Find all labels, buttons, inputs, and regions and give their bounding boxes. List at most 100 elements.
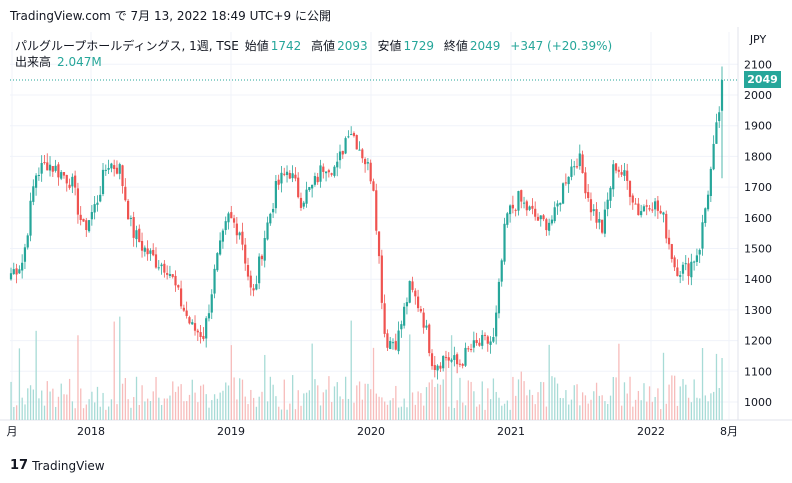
candle-body — [283, 173, 286, 175]
publish-date: 7月 13, 2022 18:49 UTC+9 — [130, 9, 292, 23]
volume-bar — [665, 403, 667, 420]
candle-body — [76, 188, 80, 215]
volume-bar — [598, 395, 601, 420]
volume-bar — [595, 382, 598, 420]
volume-bar — [174, 391, 177, 420]
candle-body — [219, 240, 222, 255]
candle-body — [369, 162, 372, 182]
candle-body — [598, 219, 601, 223]
candle-body — [101, 169, 105, 195]
candle-body — [528, 206, 531, 210]
volume-bar — [300, 405, 302, 420]
candle-body — [341, 150, 344, 155]
high-value: 2093 — [337, 39, 368, 53]
volume-bar — [540, 381, 542, 420]
publisher-brand[interactable]: TradingView.com — [10, 9, 111, 23]
candle-body — [74, 175, 77, 188]
volume-bar — [495, 391, 497, 420]
candle-body — [163, 263, 166, 273]
volume-bar — [24, 404, 26, 420]
candle-body — [534, 208, 537, 217]
volume-bar — [121, 383, 124, 420]
volume-bar — [105, 409, 107, 420]
candle-body — [313, 176, 317, 185]
candle-body — [709, 168, 712, 196]
candle-body — [564, 182, 567, 184]
volume-bar — [718, 388, 720, 420]
candle-body — [467, 348, 470, 350]
volume-bar — [534, 404, 536, 420]
volume-bar — [389, 400, 391, 420]
volume-bar — [690, 402, 693, 420]
volume-bar — [487, 388, 489, 420]
volume-bar — [501, 405, 503, 420]
candle-body — [444, 357, 448, 359]
candle-body — [193, 323, 197, 331]
candle-body — [121, 165, 124, 187]
volume-bar — [13, 406, 15, 420]
candle-body — [667, 237, 671, 245]
candle-body — [430, 353, 434, 367]
candle-body — [508, 205, 512, 215]
volume-bar — [336, 382, 338, 420]
volume-bar — [565, 390, 567, 420]
volume-bar — [453, 407, 456, 420]
candle-body — [308, 187, 311, 191]
volume-bar — [155, 376, 157, 420]
volume-bar — [492, 378, 495, 420]
low-label: 安値 — [377, 39, 402, 53]
candle-body — [207, 313, 211, 319]
candle-body — [695, 255, 699, 262]
volume-bar — [236, 399, 238, 420]
candle-body — [9, 273, 13, 280]
volume-bar — [269, 376, 272, 420]
candle-body — [160, 264, 163, 267]
candle-body — [177, 285, 180, 288]
candlestick-chart[interactable]: 1000 1100 1200 1300 1400 1500 1600 1700 1800 1900… — [0, 27, 792, 447]
volume-bar — [68, 378, 71, 420]
volume-bar — [710, 393, 712, 420]
volume-bar — [241, 379, 244, 420]
volume-bar — [537, 392, 539, 420]
volume-bar — [581, 392, 584, 420]
candle-body — [617, 169, 620, 172]
volume-bar — [186, 401, 188, 420]
currency-label: JPY — [749, 33, 767, 46]
volume-bar — [506, 400, 509, 420]
chart-frame[interactable]: 1000 1100 1200 1300 1400 1500 1600 1700 1800 1900… — [0, 27, 792, 447]
candle-body — [291, 173, 294, 179]
volume-bar — [679, 386, 681, 420]
candle-body — [720, 79, 724, 111]
volume-bar — [512, 376, 514, 420]
volume-bar — [559, 397, 561, 420]
candle-body — [567, 176, 570, 185]
candle-body — [559, 202, 562, 205]
candle-body — [478, 342, 481, 346]
candle-body — [196, 330, 199, 333]
volume-bar — [266, 401, 269, 420]
candle-body — [628, 180, 632, 197]
candle-body — [684, 263, 687, 265]
candle-body — [157, 267, 160, 269]
candle-body — [62, 172, 66, 176]
volume-bar — [244, 396, 246, 420]
volume-bar — [531, 394, 534, 420]
candle-body — [640, 211, 643, 216]
volume-bar — [481, 381, 483, 420]
footer-logo[interactable]: 17 TradingView — [10, 458, 105, 473]
candle-body — [23, 247, 27, 262]
candle-body — [400, 324, 403, 330]
candle-body — [60, 172, 63, 179]
candle-body — [90, 212, 93, 220]
candle-body — [266, 222, 269, 240]
volume-bar — [292, 375, 294, 420]
candle-body — [497, 281, 501, 314]
volume-bar — [202, 384, 205, 420]
candle-body — [154, 254, 158, 268]
volume-bar — [626, 393, 628, 420]
volume-bar — [623, 382, 626, 420]
candle-body — [561, 183, 565, 204]
volume-bar — [715, 353, 718, 420]
candle-body — [54, 165, 57, 171]
publish-header: TradingView.com で 7月 13, 2022 18:49 UTC+… — [10, 7, 331, 24]
